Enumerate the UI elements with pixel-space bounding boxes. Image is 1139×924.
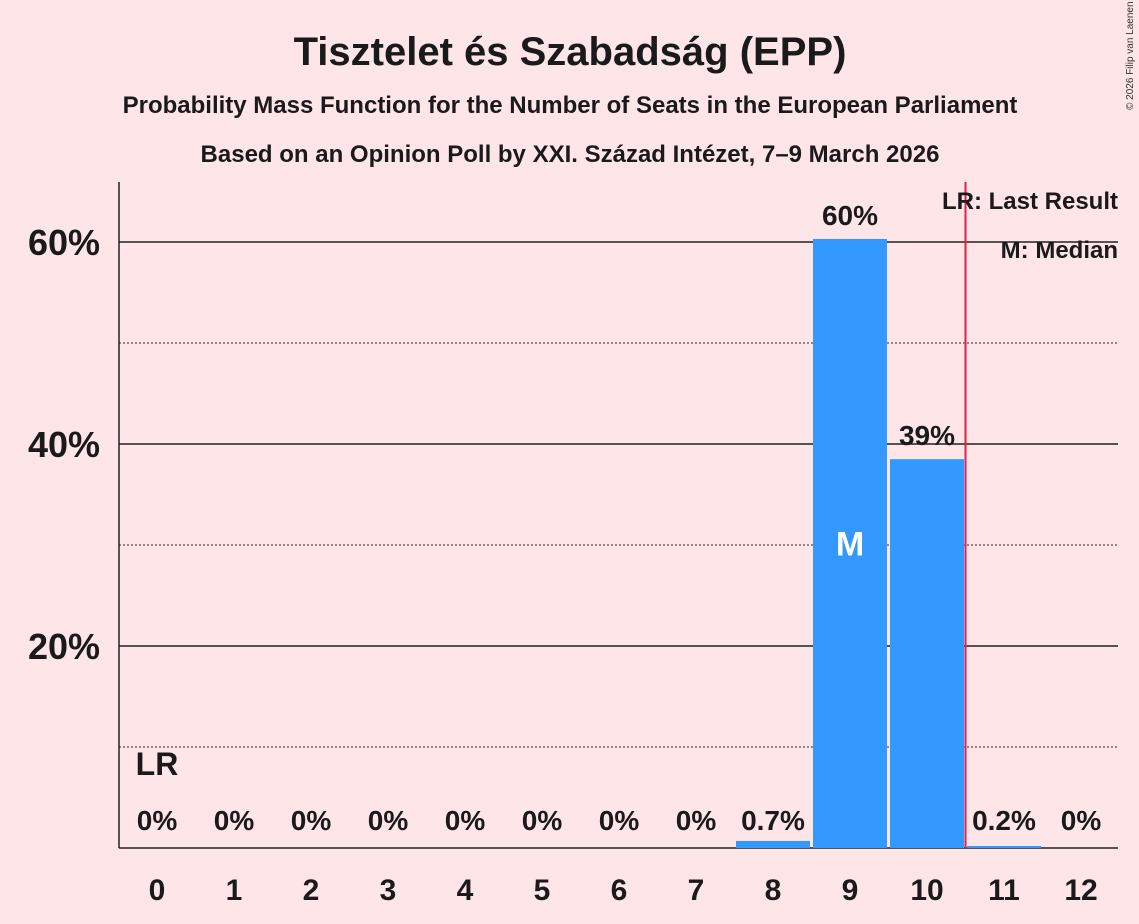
- x-tick-label: 12: [1064, 874, 1097, 907]
- data-label: 0%: [291, 805, 332, 836]
- data-label: 0%: [137, 805, 178, 836]
- x-tick-label: 6: [611, 874, 628, 907]
- x-tick-label: 5: [534, 874, 551, 907]
- x-tick-label: 4: [457, 874, 474, 907]
- x-tick-label: 3: [380, 874, 397, 907]
- y-tick-label: 40%: [28, 424, 100, 465]
- chart-subtitle-2: Based on an Opinion Poll by XXI. Század …: [201, 141, 940, 168]
- data-label: 39%: [899, 420, 955, 451]
- x-tick-label: 11: [988, 874, 1020, 907]
- data-label: 60%: [822, 200, 878, 231]
- bar-11: [967, 845, 1041, 848]
- data-label: 0%: [1061, 805, 1102, 836]
- bar-10: [890, 459, 964, 848]
- median-marker: M: [836, 525, 864, 563]
- data-label: 0%: [445, 805, 486, 836]
- y-tick-label: 20%: [28, 626, 100, 667]
- data-label: 0%: [368, 805, 409, 836]
- x-tick-label: 9: [842, 874, 859, 907]
- data-label: 0%: [676, 805, 717, 836]
- data-label: 0%: [522, 805, 563, 836]
- x-tick-label: 8: [765, 874, 782, 907]
- data-label: 0%: [599, 805, 640, 836]
- x-tick-label: 7: [688, 874, 705, 907]
- chart-subtitle: Probability Mass Function for the Number…: [123, 92, 1018, 119]
- data-label: 0.2%: [972, 805, 1036, 836]
- bar-8: [736, 840, 810, 848]
- bar-9: [813, 238, 887, 849]
- legend-lr: LR: Last Result: [942, 188, 1118, 215]
- copyright: © 2026 Filip van Laenen: [1125, 1, 1136, 110]
- x-tick-label: 1: [226, 874, 243, 907]
- data-label: 0%: [214, 805, 255, 836]
- x-tick-label: 2: [303, 874, 320, 907]
- legend-median: M: Median: [1001, 237, 1118, 264]
- x-tick-label: 10: [910, 874, 943, 907]
- last-result-marker: LR: [136, 746, 179, 782]
- data-label: 0.7%: [741, 805, 805, 836]
- y-tick-label: 60%: [28, 222, 100, 263]
- chart-title: Tisztelet és Szabadság (EPP): [294, 30, 847, 74]
- x-tick-label: 0: [149, 874, 166, 907]
